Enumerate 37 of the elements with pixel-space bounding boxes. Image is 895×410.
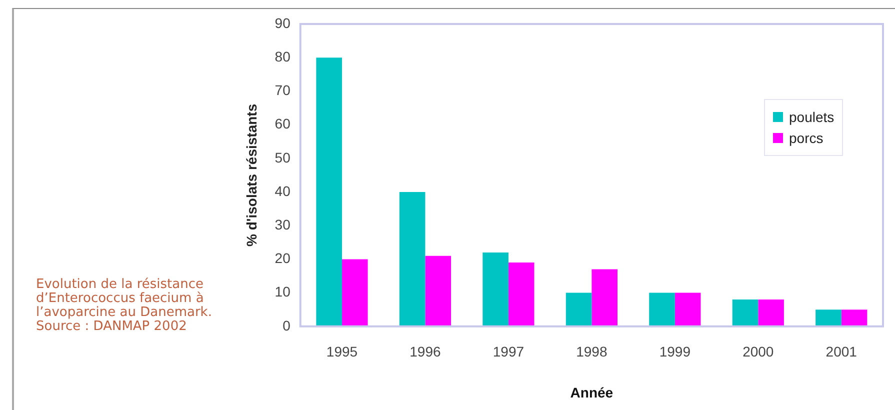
bar [316,58,342,326]
bar [649,292,675,326]
bar [342,259,368,326]
bar [482,252,508,326]
x-tick-label: 1998 [576,344,608,360]
y-tick-label: 90 [274,14,291,31]
y-tick-label: 20 [274,250,291,266]
y-tick-label: 10 [274,284,291,300]
bar [816,310,842,326]
y-tick-label: 50 [274,149,291,166]
bar [674,292,701,326]
x-axis-title: Année [570,384,614,400]
y-tick-label: 40 [274,182,291,199]
x-tick-label: 2000 [742,344,774,360]
x-tick-label: 1995 [326,344,358,360]
y-tick-label: 0 [282,317,291,334]
legend-label: poulets [789,109,834,125]
bar [841,310,868,326]
bar [758,300,784,326]
source-note: Source : DANMAP 2002 [36,319,188,334]
bar [592,269,618,326]
bar [566,292,592,326]
x-tick-label: 1999 [659,344,691,360]
bar [508,262,534,326]
y-axis-title: % d'isolats résistants [243,104,260,247]
y-tick-label: 60 [274,116,291,132]
text: Evolution de la résistance d’Enterococcus faecium à l’avoparcine au Danemark. [36,277,213,320]
y-tick-label: 30 [274,216,291,232]
x-tick-label: 1996 [410,344,441,360]
bar [425,256,452,326]
bar [732,300,758,326]
legend-label: porcs [789,130,824,146]
bar [399,192,426,326]
y-tick-label: 70 [274,82,291,98]
y-tick-label: 80 [274,48,291,64]
x-tick-label: 1997 [492,344,524,360]
x-tick-label: 2001 [826,344,858,360]
